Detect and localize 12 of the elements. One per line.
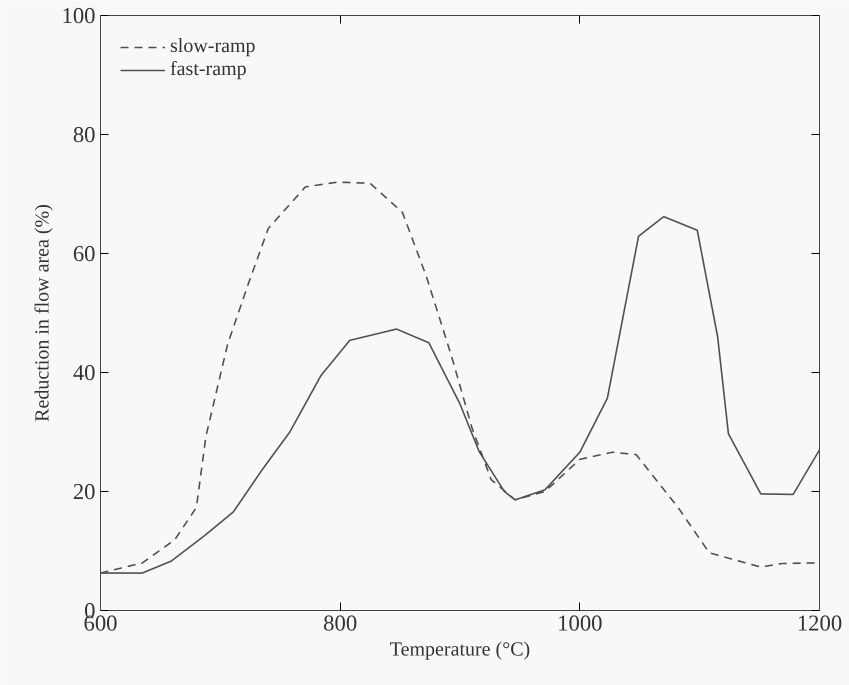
legend-label: slow-ramp bbox=[170, 35, 256, 58]
y-tick-label: 20 bbox=[72, 479, 96, 504]
y-axis-title: Reduction in flow area (%) bbox=[32, 204, 54, 422]
x-tick-label: 1000 bbox=[557, 610, 602, 636]
legend-label: fast-ramp bbox=[170, 58, 247, 81]
y-tick-label: 40 bbox=[72, 360, 96, 385]
y-tick-label: 100 bbox=[62, 3, 96, 28]
y-tick-label: 60 bbox=[72, 241, 96, 266]
x-axis-title: Temperature (°C) bbox=[390, 638, 530, 660]
x-tick-label: 1200 bbox=[796, 610, 842, 636]
y-tick-label: 80 bbox=[72, 122, 96, 147]
x-tick-label: 800 bbox=[323, 610, 358, 636]
